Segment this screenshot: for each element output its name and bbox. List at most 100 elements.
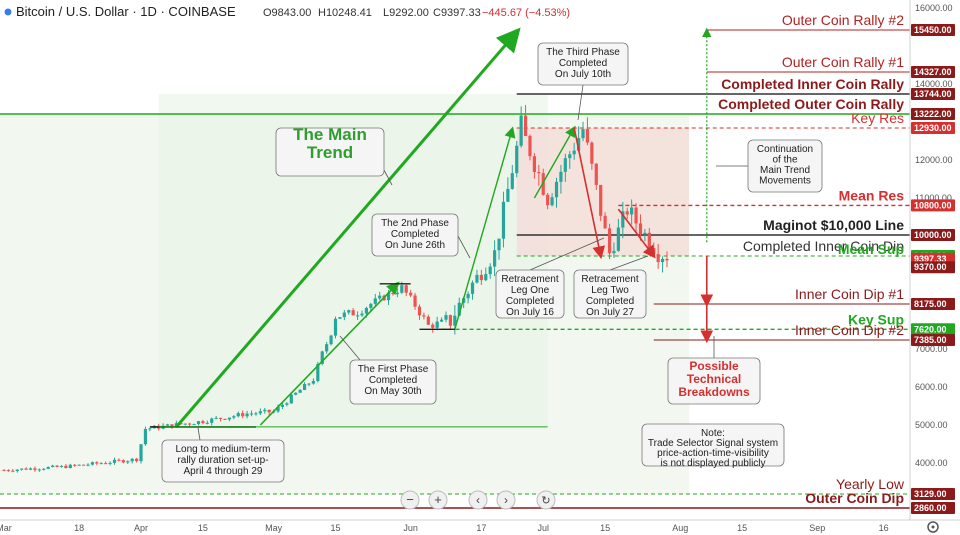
candle-body xyxy=(51,465,55,467)
callout-box xyxy=(667,357,761,405)
callout-line: Completed xyxy=(369,375,417,386)
candle-body xyxy=(599,184,603,216)
x-tick-label: Sep xyxy=(809,523,825,533)
callout-pointer xyxy=(339,335,361,361)
price-tag-label: 9397.33 xyxy=(914,254,947,264)
main-trend-arrow xyxy=(175,27,521,428)
callout-line: Completed xyxy=(506,296,554,307)
scroll-right-button[interactable]: › xyxy=(496,490,516,510)
trend-lines xyxy=(149,27,714,428)
reset-chart-button[interactable]: ↻ xyxy=(536,490,556,510)
candle-body xyxy=(236,413,240,417)
ohlc-low: L9292.00 xyxy=(383,7,429,19)
candle-body xyxy=(121,460,125,463)
callout-line: The First Phase xyxy=(358,364,429,375)
candle-body xyxy=(479,274,483,281)
candle-body xyxy=(285,403,289,405)
candle-body xyxy=(130,458,134,462)
scroll-left-button[interactable]: ‹ xyxy=(468,490,488,510)
ohlc-high: H10248.41 xyxy=(318,7,372,19)
callout-line: On May 30th xyxy=(364,386,421,397)
callout-line: price-action-time-visibility xyxy=(657,448,769,459)
note-callout: Note:Trade Selector Signal systemprice-a… xyxy=(641,423,785,469)
candle-body xyxy=(616,227,620,251)
callout-line: Possible xyxy=(689,359,739,373)
y-tick-label: 14000.00 xyxy=(915,79,953,89)
candle-body xyxy=(302,383,307,391)
candle-body xyxy=(563,158,567,172)
candle-body xyxy=(422,315,426,317)
candle-body xyxy=(607,228,612,254)
price-tag xyxy=(911,88,955,100)
x-tick-label: Apr xyxy=(134,523,148,533)
symbol-title[interactable]: Bitcoin / U.S. Dollar · 1D · COINBASE xyxy=(16,4,236,19)
candle-body xyxy=(59,465,64,467)
candle-body xyxy=(227,417,232,420)
candle-body xyxy=(117,459,121,461)
zoom-in-button[interactable]: + xyxy=(428,490,448,510)
candle-body xyxy=(126,461,130,463)
candle-body xyxy=(143,429,148,445)
candle-body xyxy=(391,292,395,295)
x-tick-label: Mar xyxy=(0,523,12,533)
level-label: Outer Coin Rally #2 xyxy=(782,12,904,28)
zoom-out-button[interactable]: − xyxy=(400,490,420,510)
candle-body xyxy=(475,274,479,283)
candle-body xyxy=(356,315,360,317)
candle-body xyxy=(404,285,408,293)
price-tags: 15450.00 14327.00 13744.00 13222.00 12930.00… xyxy=(911,24,955,514)
chart-controls: − + ‹ › ↻ xyxy=(400,490,556,510)
candle-body xyxy=(42,468,46,470)
callout-line: Technical xyxy=(687,372,741,386)
candle-body xyxy=(148,428,152,430)
candle-body xyxy=(81,464,86,466)
level-label: Completed Inner Coin Dip xyxy=(743,238,904,254)
candle-body xyxy=(501,201,506,239)
ohlc-open: O9843.00 xyxy=(263,7,311,19)
price-tag xyxy=(911,24,955,36)
candle-body xyxy=(28,468,33,470)
price-change: −445.67 (−4.53%) xyxy=(482,7,570,19)
callout-line: Long to medium-term xyxy=(175,444,270,455)
level-label: Key Sup xyxy=(848,311,904,327)
x-tick-label: 17 xyxy=(476,523,486,533)
candle-body xyxy=(263,409,267,412)
candle-body xyxy=(183,423,187,425)
price-tag-label: 3129.00 xyxy=(914,489,947,499)
candle-body xyxy=(351,310,355,316)
candle-body xyxy=(95,462,99,464)
candle-body xyxy=(223,418,227,420)
callout-line: Trend xyxy=(307,143,353,162)
candle-body xyxy=(15,469,19,472)
candle-body xyxy=(581,129,585,139)
candle-body xyxy=(254,413,258,415)
callout-line: Completed xyxy=(391,229,439,240)
price-tag xyxy=(911,502,955,514)
candle-body xyxy=(466,293,470,299)
candle-body xyxy=(165,424,170,426)
callout-line: Trade Selector Signal system xyxy=(648,438,778,449)
candle-body xyxy=(656,254,660,263)
candle-body xyxy=(515,145,519,174)
candle-body xyxy=(6,470,11,472)
candle-body xyxy=(112,459,117,463)
callout-box xyxy=(275,127,385,177)
candle-body xyxy=(294,392,298,395)
price-tag xyxy=(911,334,955,346)
y-tick-label: 16000.00 xyxy=(915,3,953,13)
candle-body xyxy=(218,417,223,419)
price-tag xyxy=(911,199,955,212)
callout-pointer xyxy=(577,84,584,121)
candle-body xyxy=(585,129,590,143)
candle-body xyxy=(342,312,346,318)
settings-button[interactable] xyxy=(927,521,939,533)
candle-body xyxy=(55,465,59,467)
candle-body xyxy=(373,298,377,304)
callout-box xyxy=(641,423,785,467)
candle-body xyxy=(329,335,333,345)
candle-body xyxy=(439,319,444,322)
candle-body xyxy=(192,424,196,426)
